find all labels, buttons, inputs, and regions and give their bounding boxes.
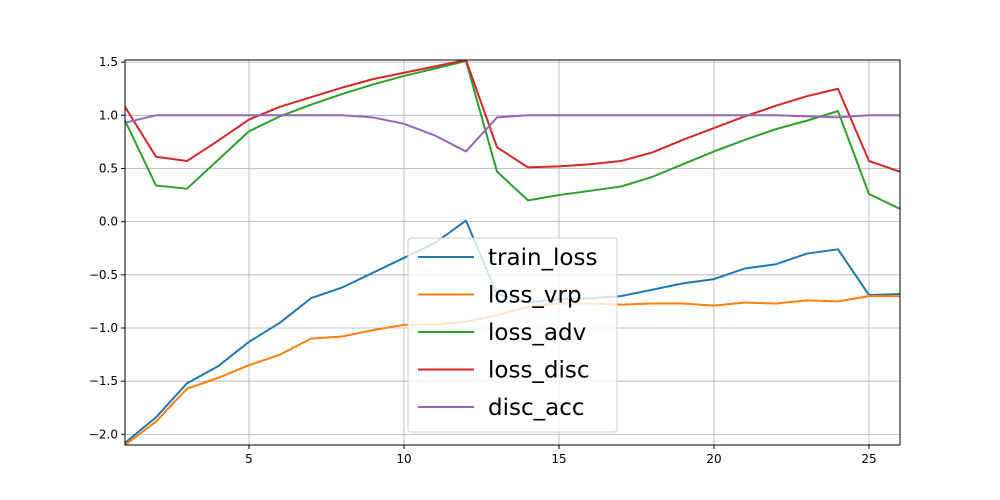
y-tick-label: −2.0 xyxy=(89,427,118,441)
y-tick-label: 1.0 xyxy=(99,108,118,122)
legend-label: loss_disc xyxy=(488,358,590,384)
x-tick-label: 15 xyxy=(551,452,566,466)
y-tick-label: 0.0 xyxy=(99,215,118,229)
y-tick-label: 1.5 xyxy=(99,55,118,69)
y-tick-label: −1.5 xyxy=(89,374,118,388)
legend-box xyxy=(407,237,618,433)
series-line-disc-acc xyxy=(125,114,900,153)
series-line-loss-adv xyxy=(125,60,900,211)
y-tick-label: −0.5 xyxy=(89,268,118,282)
legend: train_loss loss_vrp loss_adv loss_disc disc_… xyxy=(407,237,618,433)
legend-label: disc_acc xyxy=(488,395,585,421)
y-tick-label: 0.5 xyxy=(99,161,118,175)
legend-label: train_loss xyxy=(488,245,597,271)
x-tick-label: 20 xyxy=(706,452,721,466)
y-tick-label: −1.0 xyxy=(89,321,118,335)
x-tick-label: 25 xyxy=(861,452,876,466)
legend-label: loss_vrp xyxy=(488,283,582,309)
x-tick-label: 5 xyxy=(245,452,253,466)
legend-label: loss_adv xyxy=(488,320,586,346)
y-axis: −2.0 −1.5 −1.0 −0.5 0.0 0.5 1.0 1.5 xyxy=(89,55,125,441)
x-axis: 5 10 15 20 25 xyxy=(245,445,877,466)
series-line-loss-disc xyxy=(125,60,900,173)
plot-frame xyxy=(124,59,901,446)
x-tick-label: 10 xyxy=(396,452,411,466)
